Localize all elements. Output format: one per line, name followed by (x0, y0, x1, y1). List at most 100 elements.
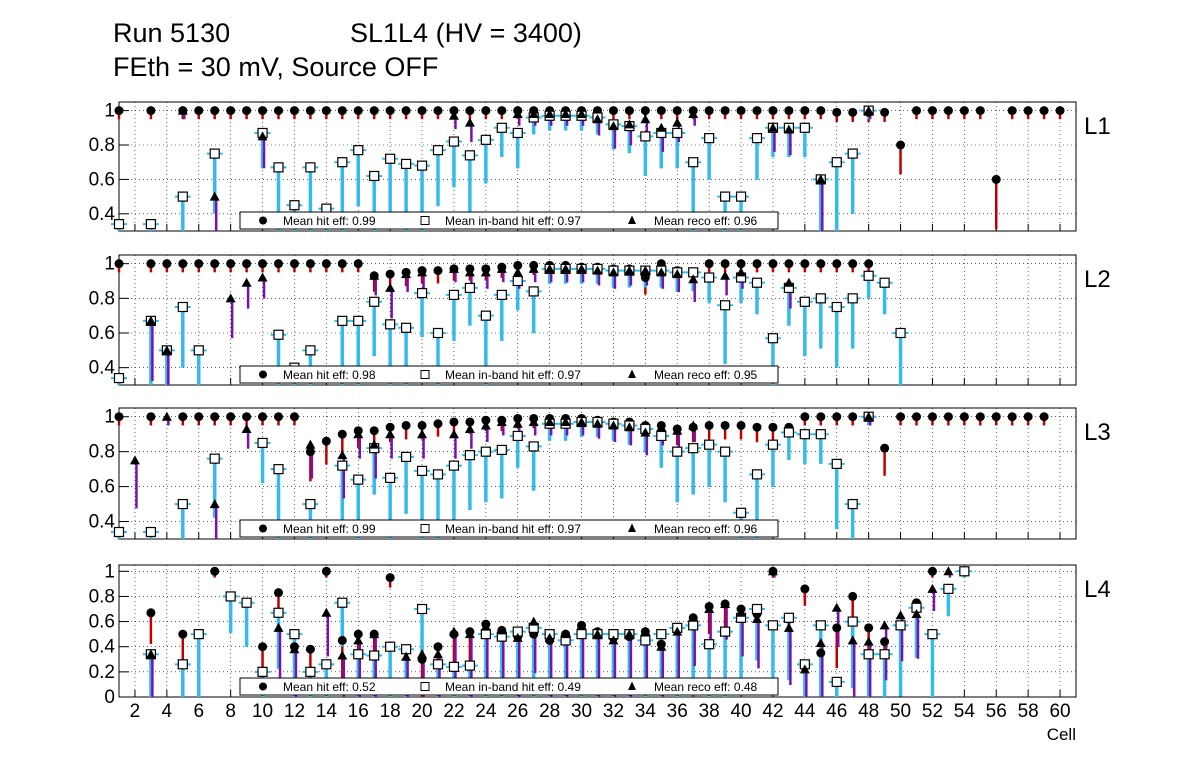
reco-eff-point (640, 265, 651, 275)
reco-eff-point (863, 411, 874, 421)
hit-eff-point (433, 106, 443, 116)
hit-eff-point (305, 644, 315, 654)
inband-eff-point (289, 200, 300, 211)
inband-eff-point (113, 219, 125, 230)
legend-hit-marker (259, 370, 267, 379)
reco-eff-point (927, 583, 938, 593)
hit-eff-point (800, 106, 810, 116)
x-tick-label: 56 (986, 701, 1007, 722)
reco-eff-point (209, 191, 220, 201)
hit-eff-point (369, 426, 379, 436)
hit-eff-point (274, 588, 283, 598)
hit-eff-point (289, 412, 299, 422)
reco-eff-point (767, 122, 778, 132)
reco-eff-point (879, 620, 890, 630)
hit-eff-point (242, 106, 252, 116)
reco-eff-point (656, 122, 667, 132)
inband-eff-point (847, 148, 858, 159)
inband-eff-point (783, 612, 795, 623)
conditions-title: FEth = 30 mV, Source OFF (113, 52, 438, 82)
inband-eff-point (432, 145, 444, 156)
inband-eff-point (656, 430, 667, 442)
hit-eff-point (210, 259, 220, 269)
inband-eff-point (831, 157, 842, 168)
y-tick-label: 0.6 (89, 169, 115, 190)
hit-eff-point (321, 566, 331, 576)
reco-eff-point (385, 282, 396, 292)
x-tick-label: 10 (252, 701, 273, 722)
hit-eff-point (736, 106, 746, 116)
hit-eff-point (816, 259, 826, 269)
inband-eff-point (401, 158, 412, 170)
reco-eff-point (736, 607, 747, 617)
inband-eff-point (480, 446, 491, 457)
reco-eff-point (448, 263, 459, 273)
y-tick-label: 1 (104, 101, 115, 122)
hit-eff-point (433, 642, 443, 652)
legend-box (239, 365, 779, 384)
hit-eff-point (800, 412, 810, 422)
reco-eff-point (672, 269, 683, 279)
reco-eff-point (225, 293, 236, 303)
legend-inband-marker (420, 216, 430, 225)
inband-eff-point (401, 451, 412, 463)
inband-eff-point (337, 157, 348, 168)
inband-eff-point (113, 372, 125, 384)
reco-eff-point (672, 117, 683, 127)
reco-eff-point (161, 345, 172, 355)
legend-hit-text: Mean hit eff: 0.52 (283, 680, 376, 694)
reco-eff-point (273, 622, 284, 632)
inband-eff-point (656, 629, 667, 640)
hit-eff-point (1023, 412, 1033, 422)
legend-inband-text: Mean in-band hit eff: 0.97 (445, 522, 581, 536)
inband-eff-point (672, 127, 683, 139)
hit-eff-point (210, 106, 220, 116)
x-tick-label: 28 (539, 701, 560, 722)
inband-eff-point (512, 275, 523, 287)
hit-eff-point (385, 106, 395, 116)
legend-hit-marker (259, 524, 267, 533)
inband-eff-point (416, 288, 428, 299)
inband-eff-point (512, 430, 523, 442)
reco-eff-point (688, 274, 699, 284)
hit-eff-point (975, 106, 985, 116)
legend-hit-marker (259, 216, 267, 225)
legend-inband-text: Mean in-band hit eff: 0.49 (445, 680, 581, 694)
hit-eff-point (433, 419, 443, 429)
reco-eff-point (544, 263, 555, 273)
y-tick-label: 1 (104, 561, 115, 582)
x-tick-label: 14 (316, 701, 338, 722)
inband-eff-point (815, 429, 826, 440)
reco-eff-point (863, 105, 874, 115)
reco-eff-point (241, 277, 252, 287)
hit-eff-point (880, 637, 890, 647)
reco-eff-point (799, 664, 810, 674)
reco-eff-point (512, 632, 523, 642)
inband-eff-point (432, 659, 444, 670)
reco-eff-point (417, 267, 428, 277)
panel-label: L2 (1084, 266, 1111, 293)
inband-eff-point (879, 649, 890, 660)
reco-eff-point (560, 263, 571, 273)
legend-inband-text: Mean in-band hit eff: 0.97 (445, 214, 581, 228)
inband-eff-point (576, 629, 587, 640)
reco-eff-point (624, 265, 635, 275)
legend-reco-marker (628, 369, 636, 378)
inband-eff-point (464, 282, 475, 294)
hit-eff-point (991, 174, 1001, 184)
inband-eff-point (145, 219, 156, 230)
inband-eff-point (959, 566, 970, 577)
hit-eff-point (768, 259, 778, 269)
hit-eff-point (864, 259, 874, 269)
x-tick-label: 20 (411, 701, 432, 722)
hit-eff-point (1039, 106, 1049, 116)
hit-eff-point (353, 259, 363, 269)
reco-eff-point (783, 622, 794, 632)
inband-eff-point (305, 498, 316, 510)
hit-eff-point (656, 106, 666, 116)
inband-eff-point (385, 472, 396, 483)
y-tick-label: 0.4 (89, 637, 116, 658)
hit-eff-point (832, 259, 842, 269)
reco-eff-point (688, 109, 699, 119)
reco-eff-point (209, 499, 220, 509)
